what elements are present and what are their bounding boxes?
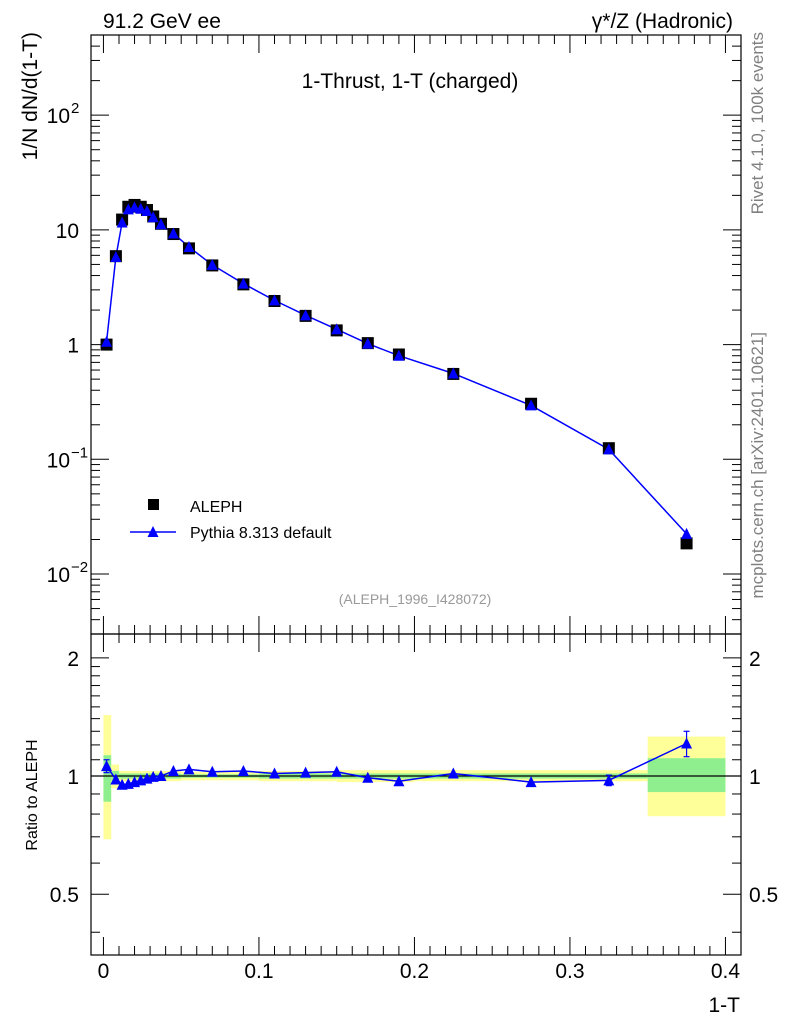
ratio-point: [268, 767, 280, 779]
mc-line: [105, 206, 688, 535]
ratio-point: [206, 765, 218, 777]
ratio-bands: [103, 715, 726, 840]
main-plot-marks: [100, 198, 693, 550]
main-frame: [90, 34, 742, 635]
data-point-pythia: [331, 323, 343, 335]
ratio-plot-marks: [101, 730, 693, 790]
ratio-tick-label-right: 0.5: [749, 884, 778, 907]
y-tick-label: 10: [47, 564, 70, 587]
data-point-pythia: [116, 216, 128, 228]
ratio-point: [681, 737, 693, 749]
ratio-tick-label: 1: [67, 766, 79, 789]
data-point-pythia: [393, 349, 405, 361]
data-point-pythia: [101, 335, 113, 347]
y-axis-label: 1/N dN/d(1-T): [19, 32, 42, 160]
data-point-pythia: [237, 277, 249, 289]
ratio-tick-label: 2: [67, 648, 79, 671]
y-tick-exponent: 2: [71, 100, 79, 117]
data-point-pythia: [167, 227, 179, 239]
ratio-band-inner: [647, 758, 726, 793]
x-tick-label: 0: [98, 960, 110, 983]
ratio-point: [101, 760, 113, 772]
beam-label: 91.2 GeV ee: [103, 10, 221, 33]
ratio-frame: [90, 633, 742, 956]
y-tick-label: 1: [67, 335, 79, 358]
data-point-pythia: [268, 294, 280, 306]
data-point-pythia: [141, 205, 153, 217]
x-tick-label: 0.2: [400, 960, 429, 983]
y-tick-exponent: −1: [71, 444, 88, 461]
y-tick-label: 10: [47, 105, 70, 128]
ratio-point: [393, 775, 405, 787]
data-point-pythia: [206, 258, 218, 270]
ratio-point: [110, 773, 122, 785]
ratio-point: [147, 770, 159, 782]
data-point-pythia: [135, 202, 147, 214]
chart-title: 1-Thrust, 1-T (charged): [302, 70, 519, 93]
data-point-aleph: [680, 537, 693, 550]
ratio-point: [183, 763, 195, 775]
axes: [90, 34, 742, 956]
process-label: γ*/Z (Hadronic): [592, 10, 733, 33]
ratio-point: [331, 765, 343, 777]
legend-label-pythia: Pythia 8.313 default: [190, 525, 332, 542]
data-point-pythia: [603, 443, 615, 455]
data-point-pythia: [147, 211, 159, 223]
ratio-axis-label: Ratio to ALEPH: [24, 739, 41, 850]
legend-marker-pythia: [147, 526, 159, 537]
ratio-tick-label: 0.5: [50, 884, 79, 907]
data-point-pythia: [362, 337, 374, 349]
ratio-point: [447, 767, 459, 779]
ratio-tick-label-right: 1: [749, 766, 761, 789]
ratio-point: [167, 764, 179, 776]
y-tick-exponent: −2: [71, 559, 88, 576]
data-point-pythia: [525, 399, 537, 411]
data-point-pythia: [183, 240, 195, 252]
data-point-pythia: [447, 367, 459, 379]
y-tick-label: 10: [47, 449, 70, 472]
x-tick-label: 0.4: [711, 960, 741, 983]
ratio-point: [525, 776, 537, 788]
x-tick-label: 0.3: [555, 960, 584, 983]
y-tick-label: 10: [56, 220, 79, 243]
ratio-point: [362, 771, 374, 783]
data-point-pythia: [110, 251, 122, 263]
analysis-ref: (ALEPH_1996_I428072): [339, 591, 492, 607]
ratio-band-inner: [103, 755, 112, 802]
ratio-point: [237, 764, 249, 776]
ratio-tick-label-right: 2: [749, 648, 761, 671]
data-point-pythia: [681, 527, 693, 539]
ratio-point: [300, 766, 312, 778]
data-point-pythia: [300, 309, 312, 321]
legend-label-aleph: ALEPH: [190, 499, 242, 516]
data-point-pythia: [155, 218, 167, 230]
ratio-point: [155, 770, 167, 782]
rivet-label: Rivet 4.1.0, 100k events: [748, 32, 767, 214]
mcplots-label: mcplots.cern.ch [arXiv:2401.10621]: [748, 332, 767, 598]
x-tick-label: 0.1: [244, 960, 273, 983]
ratio-point: [603, 774, 615, 786]
legend-marker-aleph: [148, 499, 159, 510]
x-axis-label: 1-T: [709, 994, 741, 1017]
